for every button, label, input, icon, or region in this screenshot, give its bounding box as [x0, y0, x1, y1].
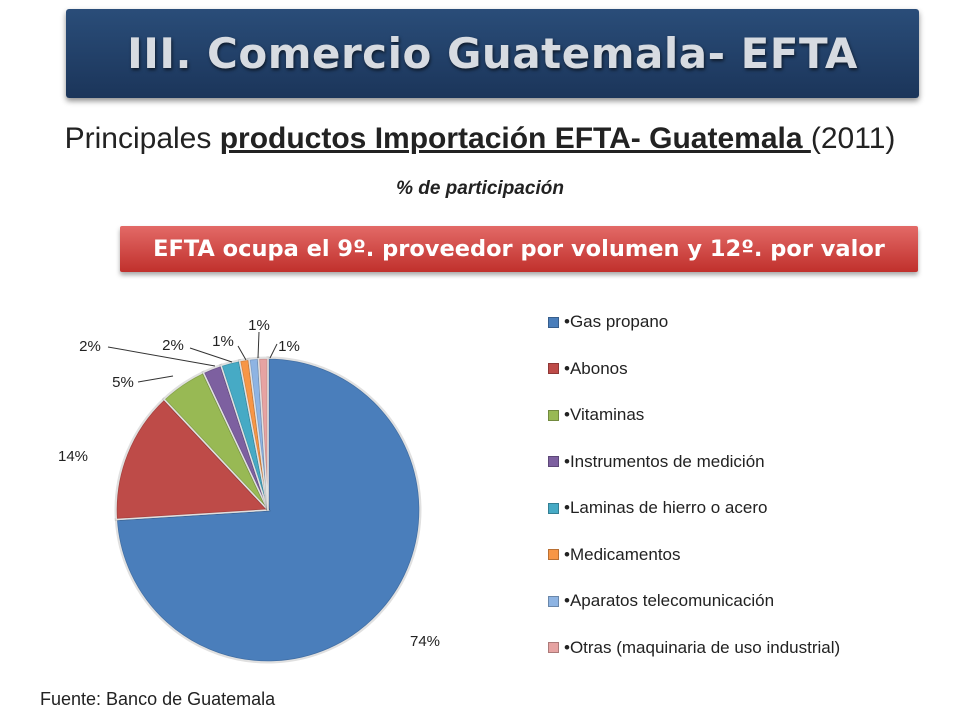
legend-swatch — [548, 456, 559, 467]
leader-line-3 — [137, 375, 174, 383]
legend-item: •Abonos — [548, 359, 628, 379]
subtitle-prefix: Principales — [64, 122, 220, 155]
data-label-7: 1% — [248, 317, 270, 334]
legend-label: •Aparatos telecomunicación — [564, 591, 775, 610]
data-label-8: 1% — [278, 338, 300, 355]
source-note: Fuente: Banco de Guatemala — [40, 689, 276, 709]
pie-slice-edge-8 — [256, 356, 270, 511]
legend-item: •Vitaminas — [548, 405, 644, 425]
legend-label: •Medicamentos — [564, 544, 681, 564]
legend-swatch — [548, 409, 559, 421]
pie-slice-edge-2 — [114, 397, 272, 522]
legend-item: •Medicamentos — [548, 545, 681, 565]
data-label-5: 2% — [162, 337, 184, 354]
legend-item: •Instrumentos de medición — [548, 452, 765, 472]
legend-swatch — [548, 363, 559, 374]
data-label-1: 74% — [410, 633, 440, 650]
leader-line-7 — [257, 331, 260, 359]
data-label-4: 2% — [79, 338, 101, 355]
pie-slice-8 — [257, 357, 269, 511]
unit-note: % de participación — [396, 178, 564, 199]
data-label-6: 1% — [212, 333, 234, 350]
legend-item: •Laminas de hierro o acero — [548, 498, 767, 518]
data-label-2: 14% — [58, 448, 88, 465]
legend-label: •Instrumentos de medición — [564, 451, 765, 471]
leader-line-6 — [237, 345, 247, 361]
legend-item: •Gas propano — [548, 312, 668, 332]
data-label-3: 5% — [112, 374, 134, 391]
leader-line-8 — [269, 343, 278, 359]
leader-line-5 — [189, 347, 233, 363]
chart-subtitle: Principales productos Importación EFTA- … — [0, 122, 960, 156]
subtitle-underlined: productos Importación EFTA- Guatemala — [219, 122, 811, 155]
pie-slice-2 — [115, 398, 270, 521]
legend-label: •Gas propano — [564, 312, 669, 331]
highlight-banner: EFTA ocupa el 9º. proveedor por volumen … — [120, 226, 918, 272]
title-banner: III. Comercio Guatemala- EFTA — [66, 9, 919, 98]
legend-item: •Otras (maquinaria de uso industrial) — [548, 638, 840, 658]
legend-label: •Laminas de hierro o acero — [564, 498, 768, 517]
legend-swatch — [548, 595, 559, 607]
legend-label: •Vitaminas — [564, 405, 645, 424]
highlight-text: EFTA ocupa el 9º. proveedor por volumen … — [153, 236, 885, 262]
legend-swatch — [548, 502, 559, 514]
slide-title: III. Comercio Guatemala- EFTA — [127, 29, 858, 78]
pie-chart: 74% 14% 5% 2% 2% 1% 1% 1% — [58, 317, 440, 664]
legend-swatch — [548, 549, 559, 560]
legend-item: •Aparatos telecomunicación — [548, 591, 774, 611]
legend-swatch — [548, 316, 559, 328]
leader-line-4 — [107, 346, 216, 367]
subtitle-suffix: (2011) — [810, 122, 896, 155]
legend-label: •Otras (maquinaria de uso industrial) — [564, 637, 841, 657]
pie-slice-edge-1 — [114, 356, 422, 664]
legend-label: •Abonos — [564, 358, 628, 378]
legend-swatch — [548, 642, 559, 653]
